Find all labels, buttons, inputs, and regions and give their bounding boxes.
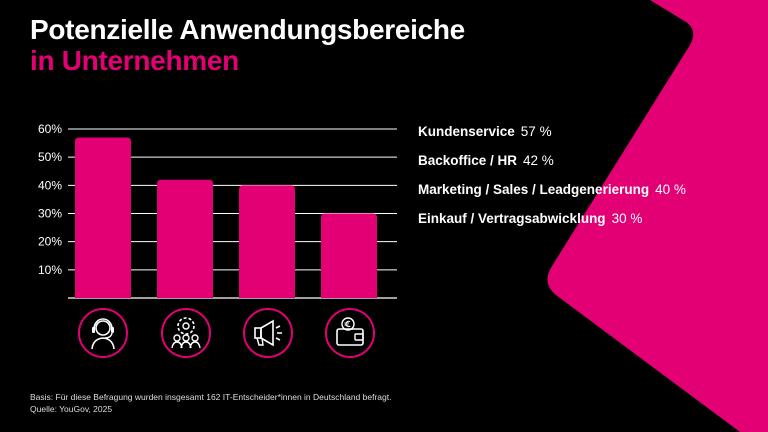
headset-agent-icon	[78, 308, 128, 358]
legend-item-marketing: Marketing / Sales / Leadgenerierung 40 %	[418, 175, 686, 204]
legend-label: Kundenservice	[418, 124, 515, 139]
y-tick-label: 50%	[38, 150, 62, 164]
y-tick-label: 20%	[38, 235, 62, 249]
title-line-1: Potenzielle Anwendungsbereiche	[30, 14, 465, 45]
page-title: Potenzielle Anwendungsbereiche in Untern…	[30, 14, 465, 76]
legend-label: Marketing / Sales / Leadgenerierung	[418, 182, 650, 197]
legend-label: Backoffice / HR	[418, 153, 518, 168]
bar-4	[321, 213, 377, 298]
bar-2	[157, 179, 213, 298]
legend-item-einkauf: Einkauf / Vertragsabwicklung 30 %	[418, 204, 686, 233]
legend-item-kundenservice: Kundenservice 57 %	[418, 117, 686, 146]
legend-value: 42 %	[523, 153, 554, 168]
footer-basis: Basis: Für diese Befragung wurden insges…	[30, 392, 392, 402]
y-tick-label: 60%	[38, 122, 62, 136]
wallet-euro-icon	[325, 308, 375, 358]
team-gear-icon	[161, 308, 211, 358]
bar-1	[75, 137, 131, 298]
y-tick-label: 30%	[38, 207, 62, 221]
y-tick-label: 40%	[38, 178, 62, 192]
legend: Kundenservice 57 % Backoffice / HR 42 % Ma…	[418, 117, 686, 233]
megaphone-icon	[243, 308, 293, 358]
legend-value: 57 %	[520, 124, 552, 139]
footer-source: Quelle: YouGov, 2025	[30, 404, 113, 414]
legend-item-backoffice: Backoffice / HR 42 %	[418, 146, 686, 175]
legend-label: Einkauf / Vertragsabwicklung	[418, 211, 606, 226]
title-line-2: in Unternehmen	[30, 45, 239, 76]
legend-value: 30 %	[611, 211, 643, 226]
bar-3	[239, 185, 295, 298]
footer: Basis: Für diese Befragung wurden insges…	[30, 391, 391, 415]
y-tick-label: 10%	[38, 263, 62, 277]
legend-value: 40 %	[655, 182, 686, 197]
